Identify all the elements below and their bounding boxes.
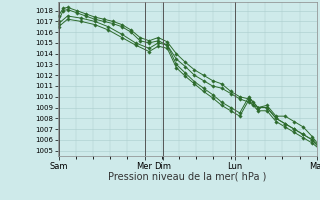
X-axis label: Pression niveau de la mer( hPa ): Pression niveau de la mer( hPa ) [108, 172, 266, 182]
